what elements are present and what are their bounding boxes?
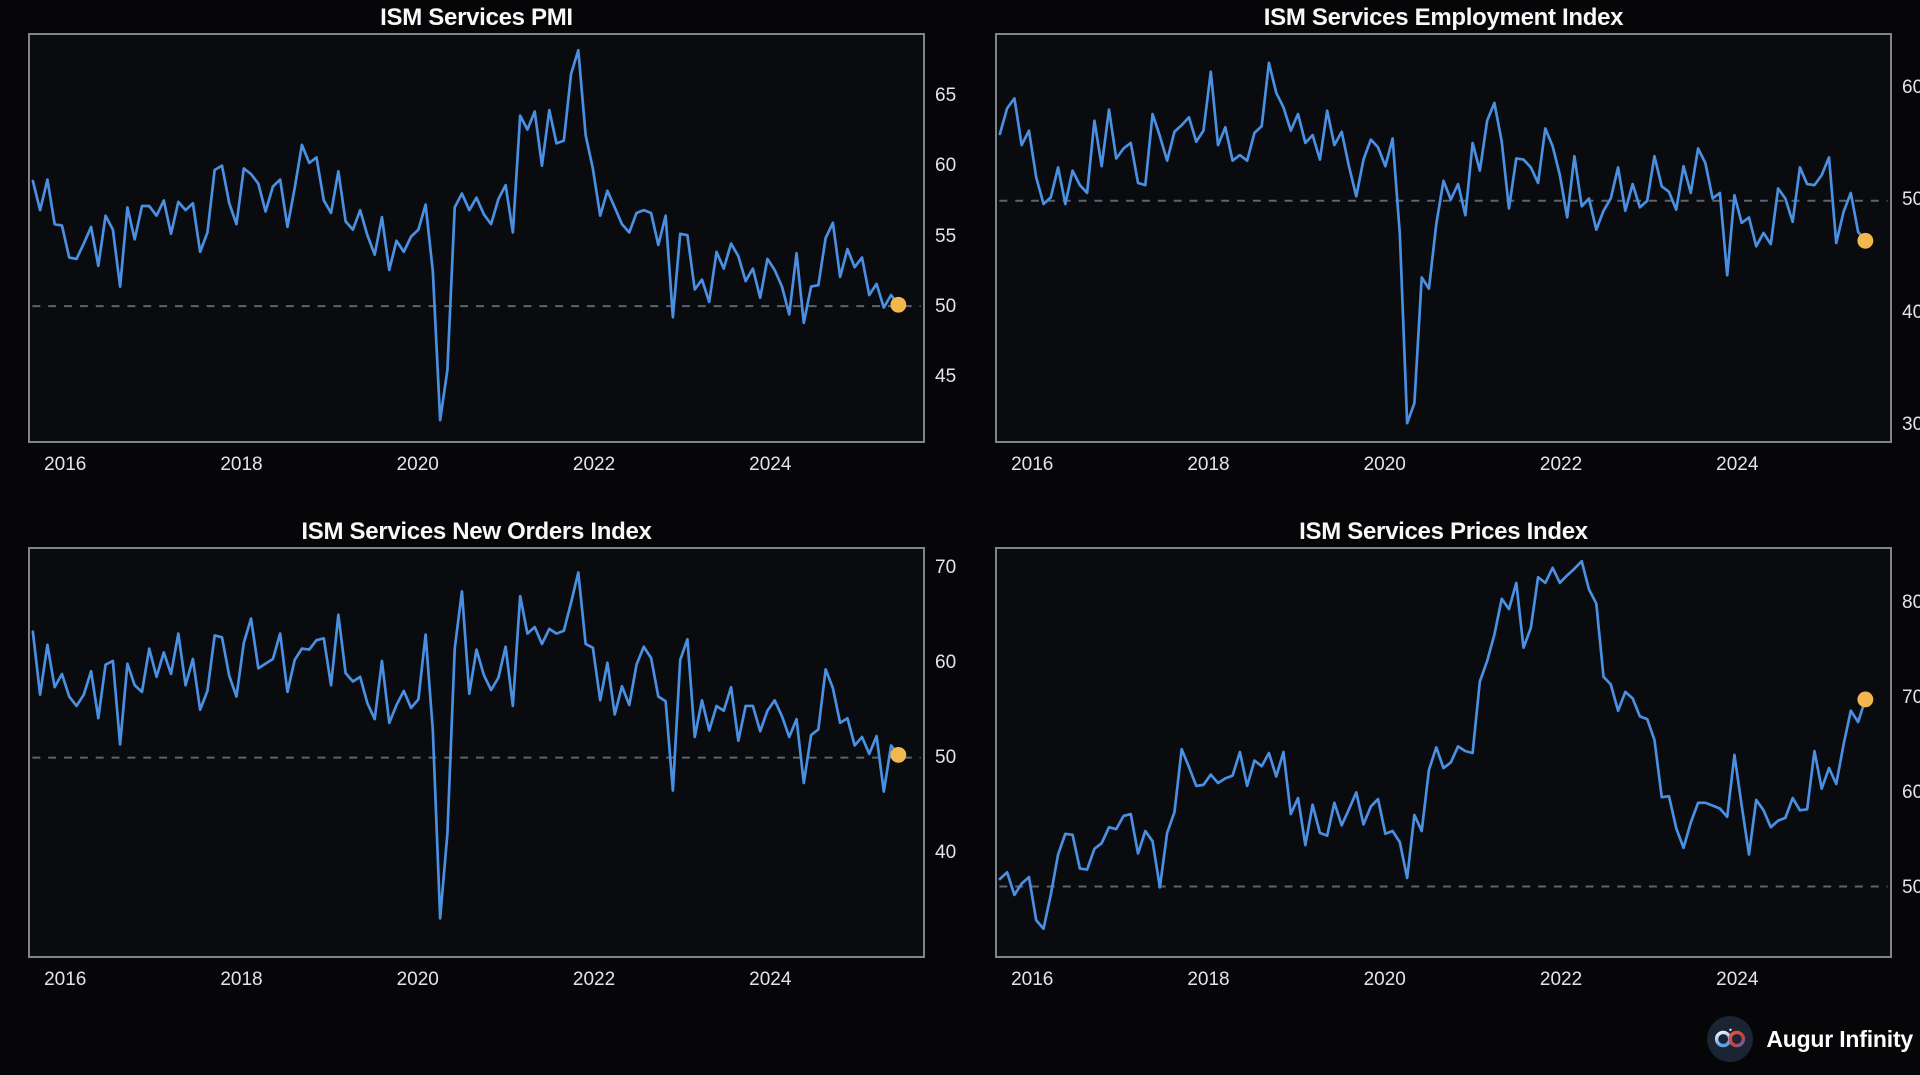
y-tick-label: 60 xyxy=(935,155,957,177)
x-tick-label: 2018 xyxy=(1187,454,1230,475)
x-tick-label: 2016 xyxy=(44,969,87,990)
prices-line-chart xyxy=(998,559,1888,931)
chart-title: ISM Services Employment Index xyxy=(1263,4,1624,31)
chart-title: ISM Services PMI xyxy=(380,4,573,31)
infinity-icon xyxy=(1707,1016,1754,1062)
latest-point-marker xyxy=(1857,691,1874,708)
plot-area xyxy=(995,33,1892,443)
series-line xyxy=(998,61,1867,425)
x-tick-label: 2024 xyxy=(749,969,792,990)
y-tick-label: 60 xyxy=(1902,77,1920,99)
x-tick-label: 2016 xyxy=(1011,454,1054,475)
plot-area xyxy=(28,547,925,958)
y-tick-label: 70 xyxy=(1902,686,1920,708)
y-tick-label: 50 xyxy=(935,746,957,768)
x-tick-label: 2024 xyxy=(1716,969,1759,990)
chart-ism-services-employment: ISM Services Employment Index 30 40 50 60 20… xyxy=(967,0,1920,505)
brand-footer: Augur Infinity xyxy=(1707,1016,1913,1062)
series-line xyxy=(31,48,900,422)
latest-point-marker xyxy=(1857,232,1874,249)
new-orders-line-chart xyxy=(31,571,921,920)
x-tick-label: 2018 xyxy=(220,969,263,990)
y-tick-label: 45 xyxy=(935,366,957,387)
x-tick-label: 2020 xyxy=(1363,454,1406,475)
x-tick-label: 2022 xyxy=(1539,454,1583,475)
y-tick-label: 55 xyxy=(935,225,957,247)
x-tick-label: 2016 xyxy=(44,454,87,475)
plot-area xyxy=(995,547,1892,958)
x-tick-label: 2022 xyxy=(1539,969,1583,990)
y-tick-label: 50 xyxy=(1902,189,1920,211)
chart-ism-services-prices: ISM Services Prices Index 50 60 70 80 2016 20… xyxy=(967,514,1920,1075)
y-tick-label: 60 xyxy=(1902,781,1920,803)
x-tick-label: 2018 xyxy=(220,454,263,475)
x-tick-label: 2016 xyxy=(1011,969,1054,990)
y-tick-label: 50 xyxy=(1902,876,1920,898)
latest-point-marker xyxy=(890,296,907,313)
y-tick-label: 70 xyxy=(935,556,957,578)
pmi-line-chart xyxy=(31,48,921,422)
y-tick-label: 40 xyxy=(935,841,957,863)
x-tick-label: 2024 xyxy=(1716,454,1759,475)
employment-line-chart xyxy=(998,61,1888,425)
series-line xyxy=(31,571,900,920)
brand-name: Augur Infinity xyxy=(1766,1025,1913,1052)
x-tick-label: 2018 xyxy=(1187,969,1230,990)
x-tick-label: 2022 xyxy=(572,454,616,475)
x-tick-label: 2022 xyxy=(572,969,616,990)
chart-title: ISM Services New Orders Index xyxy=(301,518,652,545)
x-tick-label: 2020 xyxy=(1363,969,1406,990)
y-tick-label: 40 xyxy=(1902,301,1920,323)
series-line xyxy=(998,559,1867,931)
chart-ism-services-pmi: ISM Services PMI 45 50 55 60 65 2016 2018 2020 2… xyxy=(0,0,967,505)
y-tick-label: 80 xyxy=(1902,592,1920,613)
x-tick-label: 2024 xyxy=(749,454,792,475)
plot-area xyxy=(28,33,925,443)
chart-ism-services-new-orders: ISM Services New Orders Index 40 50 60 70 20… xyxy=(0,514,967,1075)
x-tick-label: 2020 xyxy=(396,969,439,990)
y-tick-label: 30 xyxy=(1902,414,1920,436)
chart-title: ISM Services Prices Index xyxy=(1299,518,1588,545)
y-tick-label: 65 xyxy=(935,85,957,107)
y-tick-label: 60 xyxy=(935,651,957,673)
y-tick-label: 50 xyxy=(935,295,957,317)
latest-point-marker xyxy=(890,746,907,763)
x-tick-label: 2020 xyxy=(396,454,439,475)
